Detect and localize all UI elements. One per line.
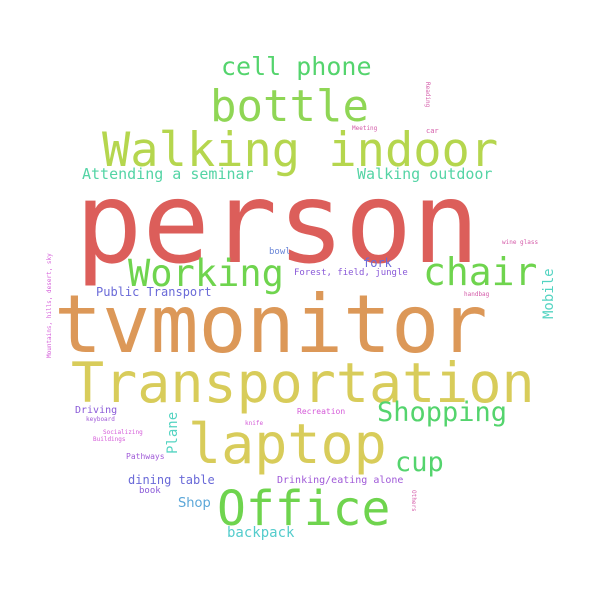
word-dining-table: dining table xyxy=(128,473,215,487)
word-knife: knife xyxy=(245,420,264,427)
word-transportation: Transportation xyxy=(71,351,535,415)
word-car: car xyxy=(426,127,439,135)
word-others: Others xyxy=(410,490,417,512)
word-meeting: Meeting xyxy=(352,125,378,132)
word-bowl: bowl xyxy=(269,247,291,257)
word-driving: Driving xyxy=(75,405,118,416)
word-shopping: Shopping xyxy=(377,397,508,428)
word-wine-glass: wine glass xyxy=(502,239,539,246)
word-person: person xyxy=(75,159,480,289)
word-fork: fork xyxy=(363,256,392,270)
word-walking-indoor: Walking indoor xyxy=(102,123,499,178)
word-working: Working xyxy=(128,252,284,295)
word-pathways: Pathways xyxy=(126,452,165,461)
word-chair: chair xyxy=(423,250,538,294)
word-mountains-hills-desert-sky: Mountains, hills, desert, sky xyxy=(46,253,53,358)
word-handbag: handbag xyxy=(464,291,490,298)
word-bottle: bottle xyxy=(210,81,369,132)
word-reading: Reading xyxy=(424,82,431,108)
word-tvmonitor: tvmonitor xyxy=(54,278,488,371)
word-forest-field-jungle: Forest, field, jungle xyxy=(294,268,408,278)
word-walking-outdoor: Walking outdoor xyxy=(357,165,493,183)
word-mobile: Mobile xyxy=(541,268,557,319)
word-drinking-eating-alone: Drinking/eating alone xyxy=(277,475,404,486)
word-attending-a-seminar: Attending a seminar xyxy=(82,165,254,183)
word-laptop: laptop xyxy=(188,412,387,476)
word-office: Office xyxy=(217,481,391,537)
word-public-transport: Public Transport xyxy=(96,285,212,299)
word-book: book xyxy=(139,486,161,496)
word-backpack: backpack xyxy=(227,525,295,541)
word-recreation: Recreation xyxy=(297,407,346,416)
word-cup: cup xyxy=(395,447,444,478)
word-socializing: Socializing xyxy=(103,429,143,436)
word-buildings: Buildings xyxy=(93,436,126,443)
word-plane: Plane xyxy=(165,411,181,454)
word-cell-phone: cell phone xyxy=(221,52,372,81)
word-shop: Shop xyxy=(178,496,211,511)
word-keyboard: keyboard xyxy=(86,416,115,423)
